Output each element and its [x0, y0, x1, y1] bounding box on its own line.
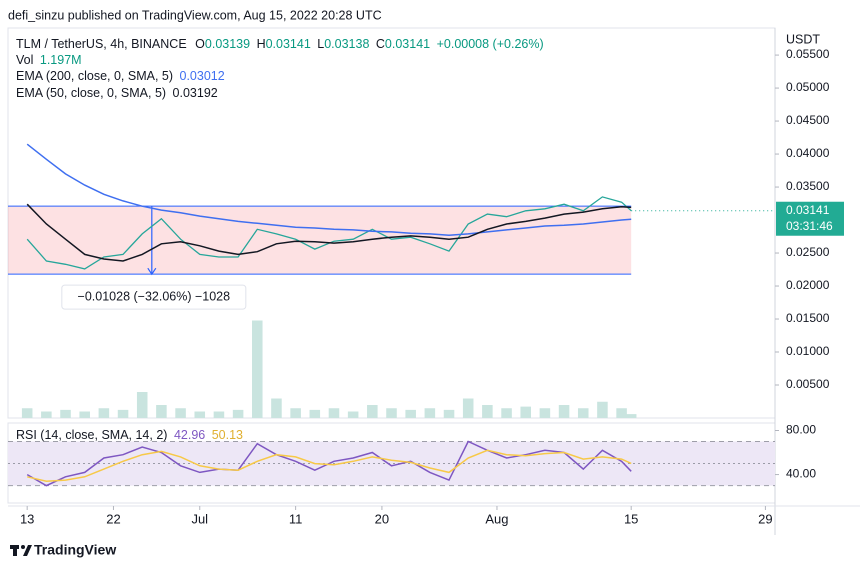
- measure-label-box: [61, 284, 247, 310]
- volume-bar: [252, 320, 263, 418]
- ohlc-letter: L: [317, 37, 324, 51]
- volume-bar: [328, 408, 340, 418]
- y-tick-label: 0.01500: [786, 311, 830, 325]
- measure-label: −0.01028 (−32.06%) −1028: [78, 289, 231, 303]
- volume-bar: [175, 408, 186, 418]
- rsi-value: 42.96: [174, 428, 205, 442]
- y-tick-label: 0.02000: [786, 278, 830, 292]
- measure-arrowhead: [147, 267, 157, 276]
- volume-bar: [424, 408, 436, 418]
- indicator-line: [26, 203, 632, 262]
- y-tick-label: 0.05000: [786, 80, 830, 94]
- volume-bar: [386, 408, 397, 418]
- indicator-line: [26, 143, 632, 236]
- symbol: TLM / TetherUS, 4h, BINANCE: [16, 37, 187, 51]
- y-tick-label: 80.00: [786, 423, 816, 437]
- indicator-line: [27, 449, 632, 482]
- volume-bar: [520, 406, 531, 418]
- change: +0.00008 (+0.26%): [437, 37, 544, 51]
- y-tick-label: 0.05500: [786, 47, 830, 61]
- volume-bar: [443, 409, 455, 418]
- volume-bar: [98, 408, 110, 418]
- volume-bar: [41, 411, 52, 418]
- y-tick-label: 0.02500: [786, 245, 830, 259]
- ohlc-letter: O: [195, 37, 205, 51]
- x-tick-label: Aug: [485, 511, 508, 526]
- currency: USDT: [786, 32, 820, 46]
- volume-bar: [462, 398, 474, 418]
- countdown: 03:31:46: [786, 219, 833, 233]
- x-tick-label: 22: [106, 511, 120, 526]
- price-line: [26, 196, 632, 270]
- volume-bar: [60, 409, 71, 418]
- volume-bar: [290, 408, 301, 418]
- indicator-line: [26, 440, 632, 487]
- x-tick-label: 29: [758, 511, 772, 526]
- logo: TradingView: [10, 542, 116, 558]
- y-tick-label: 0.03500: [786, 179, 830, 193]
- volume-title: Vol: [16, 53, 33, 67]
- volume-bar: [213, 411, 225, 418]
- volume-bar: [482, 405, 493, 418]
- volume-bar: [577, 408, 589, 418]
- volume-bar: [271, 398, 282, 418]
- ohlc-value: 0.03141: [385, 37, 430, 51]
- ohlc-letter: H: [257, 37, 266, 51]
- volume-bar: [616, 408, 627, 418]
- volume-value: 1.197M: [40, 53, 82, 67]
- ohlc-value: 0.03141: [266, 37, 311, 51]
- rsi-legend: RSI (14, close, SMA, 14, 2) 42.96 50.13: [16, 428, 243, 442]
- y-tick-label: 0.04000: [786, 146, 830, 160]
- logo-text: TradingView: [34, 542, 116, 558]
- volume-bar: [347, 411, 359, 418]
- plot-layer: 0.05500 0.05000 0.04500 0.04000 0.03500 0.025…: [7, 27, 860, 535]
- logo-mark: [21, 545, 25, 549]
- volume-bar: [232, 409, 244, 418]
- last-price-tag: [776, 201, 844, 236]
- ema200-name: EMA (200, close, 0, SMA, 5): [16, 69, 173, 83]
- volume-bar: [194, 411, 206, 418]
- x-tick-label: 15: [624, 511, 638, 526]
- volume-bar: [558, 405, 570, 418]
- ohlc-value: 0.03139: [205, 37, 250, 51]
- volume-legend: Vol 1.197M: [16, 53, 82, 67]
- symbol-legend: TLM / TetherUS, 4h, BINANCE O0.03139 H0.…: [16, 37, 544, 51]
- y-tick-label: 0.01000: [786, 344, 830, 358]
- x-tick-label: 11: [289, 511, 303, 526]
- y-tick-label: 0.00500: [786, 377, 830, 391]
- rsi-sma-value: 50.13: [212, 428, 243, 442]
- volume-bar: [405, 409, 416, 418]
- ohlc-letter: C: [376, 37, 385, 51]
- volume-bar: [79, 411, 90, 418]
- volume-bar: [501, 408, 512, 418]
- volume-bar: [367, 405, 378, 418]
- x-tick-label: 20: [375, 511, 389, 526]
- volume-bar: [625, 414, 637, 418]
- range-box: [8, 206, 632, 275]
- ema50-value: 0.03192: [173, 86, 218, 100]
- y-tick-label: 40.00: [786, 467, 816, 481]
- rsi-name: RSI (14, close, SMA, 14, 2): [16, 428, 167, 442]
- x-tick-label: Jul: [191, 511, 208, 526]
- volume-bar: [156, 405, 167, 418]
- volume-bar: [539, 408, 551, 418]
- byline: defi_sinzu published on TradingView.com,…: [8, 8, 382, 22]
- ema200-legend: EMA (200, close, 0, SMA, 5) 0.03012: [16, 69, 225, 83]
- volume-bar: [136, 392, 148, 418]
- volume-bar: [21, 408, 33, 418]
- ohlc-value: 0.03138: [324, 37, 369, 51]
- last-price-label: 0.03141: [786, 203, 830, 217]
- ema50-name: EMA (50, close, 0, SMA, 5): [16, 86, 166, 100]
- ema200-value: 0.03012: [180, 69, 225, 83]
- logo-mark: [13, 545, 17, 556]
- volume-bar: [597, 401, 608, 418]
- ema50-legend: EMA (50, close, 0, SMA, 5) 0.03192: [16, 86, 218, 100]
- volume-bar: [117, 409, 129, 418]
- x-tick-label: 13: [20, 511, 34, 526]
- logo-mark: [23, 545, 32, 556]
- volume-bar: [309, 409, 321, 418]
- y-tick-label: 0.04500: [786, 113, 830, 127]
